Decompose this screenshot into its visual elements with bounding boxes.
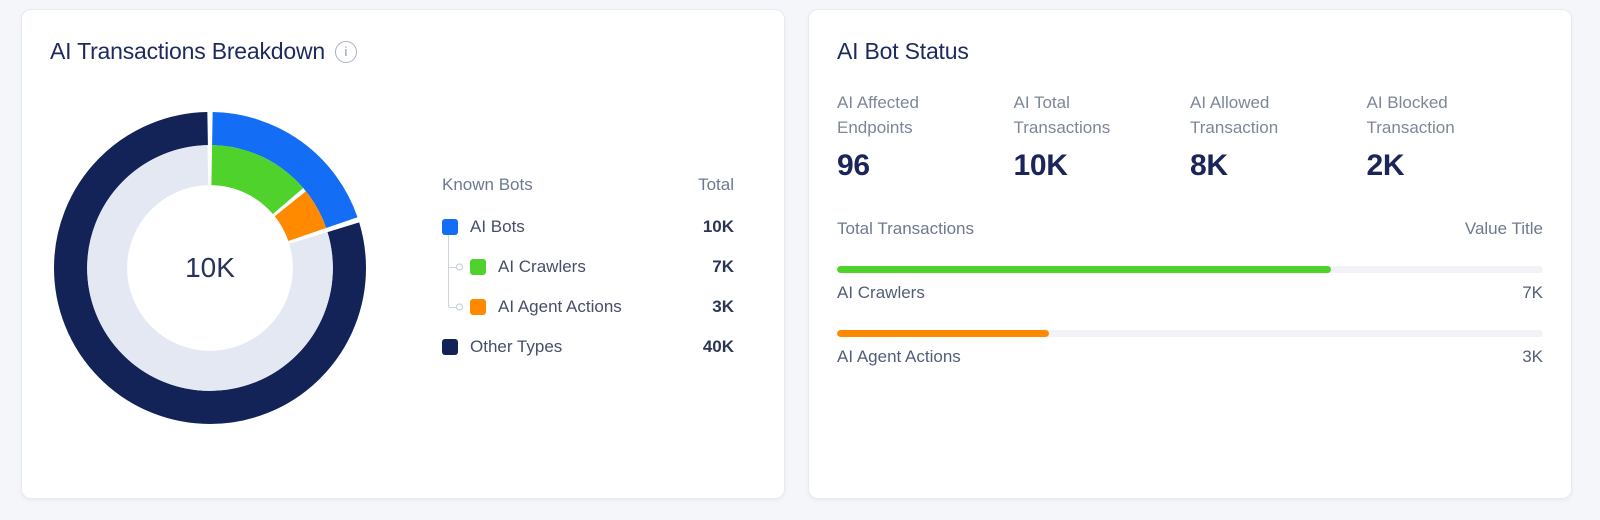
bars-header-left: Total Transactions xyxy=(837,219,975,239)
card-header: AI Transactions Breakdown i xyxy=(50,38,756,65)
legend-item-other-types[interactable]: Other Types 40K xyxy=(442,327,734,367)
ai-bots-swatch-icon xyxy=(442,218,458,235)
progress-fill xyxy=(837,330,1049,338)
legend-item-ai-crawlers[interactable]: AI Crawlers 7K xyxy=(442,247,734,287)
legend-item-value: 7K xyxy=(712,256,734,276)
progress-track xyxy=(837,330,1543,338)
card-title: AI Transactions Breakdown xyxy=(50,38,325,64)
legend-item-label: AI Crawlers xyxy=(498,256,586,276)
stat-ai-blocked-transaction: AI Blocked Transaction 2K xyxy=(1367,91,1544,183)
legend-item-label: AI Agent Actions xyxy=(498,296,622,316)
bar-meta: AI Crawlers 7K xyxy=(837,283,1543,303)
bar-meta: AI Agent Actions 3K xyxy=(837,347,1543,367)
ai-crawlers-swatch-icon xyxy=(470,258,486,275)
legend-item-ai-agent-actions[interactable]: AI Agent Actions 3K xyxy=(442,287,734,327)
legend-item-value: 3K xyxy=(712,296,734,316)
stat-value: 2K xyxy=(1366,149,1405,183)
ai-bot-status-card: AI Bot Status AI Affected Endpoints 96 A… xyxy=(808,9,1572,499)
bars-header-right: Value Title xyxy=(1464,219,1543,239)
stat-label: AI Allowed Transaction xyxy=(1190,93,1279,137)
breakdown-body: 10K Known Bots Total AI Bots 10K AI Craw… xyxy=(50,65,756,470)
donut-chart[interactable]: 10K xyxy=(54,111,366,424)
progress-fill xyxy=(837,266,1332,274)
bar-label: AI Agent Actions xyxy=(837,347,961,367)
progress-track xyxy=(837,266,1543,274)
legend-item-value: 10K xyxy=(702,216,734,236)
donut-svg xyxy=(54,111,366,424)
legend-item-ai-bots[interactable]: AI Bots 10K xyxy=(442,207,734,247)
bars-header: Total Transactions Value Title xyxy=(837,219,1543,239)
ai-transactions-breakdown-card: AI Transactions Breakdown i 10K Known Bo… xyxy=(21,9,785,499)
stat-value: 10K xyxy=(1013,149,1068,183)
donut-legend: Known Bots Total AI Bots 10K AI Crawlers… xyxy=(442,169,734,367)
legend-item-label: Other Types xyxy=(470,336,563,356)
bar-value: 7K xyxy=(1522,283,1543,303)
info-icon[interactable]: i xyxy=(334,40,357,63)
legend-header: Known Bots Total xyxy=(442,169,734,201)
legend-header-right: Total xyxy=(698,174,734,194)
dashboard-page: AI Transactions Breakdown i 10K Known Bo… xyxy=(0,0,1600,499)
stat-label: AI Total Transactions xyxy=(1013,93,1111,137)
legend-item-label: AI Bots xyxy=(470,216,525,236)
stat-value: 8K xyxy=(1190,149,1228,183)
stat-ai-total-transactions: AI Total Transactions 10K xyxy=(1014,91,1191,183)
stat-ai-affected-endpoints: AI Affected Endpoints 96 xyxy=(837,91,1014,183)
ai-agent-actions-swatch-icon xyxy=(470,298,486,315)
bar-value: 3K xyxy=(1522,347,1543,367)
bar-label: AI Crawlers xyxy=(837,283,925,303)
stat-label: AI Blocked Transaction xyxy=(1366,93,1455,137)
legend-subitems: AI Crawlers 7K AI Agent Actions 3K xyxy=(442,234,734,327)
card-title: AI Bot Status xyxy=(837,38,969,64)
legend-item-value: 40K xyxy=(702,336,734,356)
stats-row: AI Affected Endpoints 96 AI Total Transa… xyxy=(837,91,1543,183)
stat-label: AI Affected Endpoints xyxy=(837,93,919,137)
stat-value: 96 xyxy=(837,149,870,183)
bar-row-ai-agent-actions[interactable]: AI Agent Actions 3K xyxy=(837,330,1543,367)
bar-row-ai-crawlers[interactable]: AI Crawlers 7K xyxy=(837,266,1543,303)
legend-header-left: Known Bots xyxy=(442,174,533,194)
other-types-swatch-icon xyxy=(442,338,458,355)
stat-ai-allowed-transaction: AI Allowed Transaction 8K xyxy=(1190,91,1367,183)
